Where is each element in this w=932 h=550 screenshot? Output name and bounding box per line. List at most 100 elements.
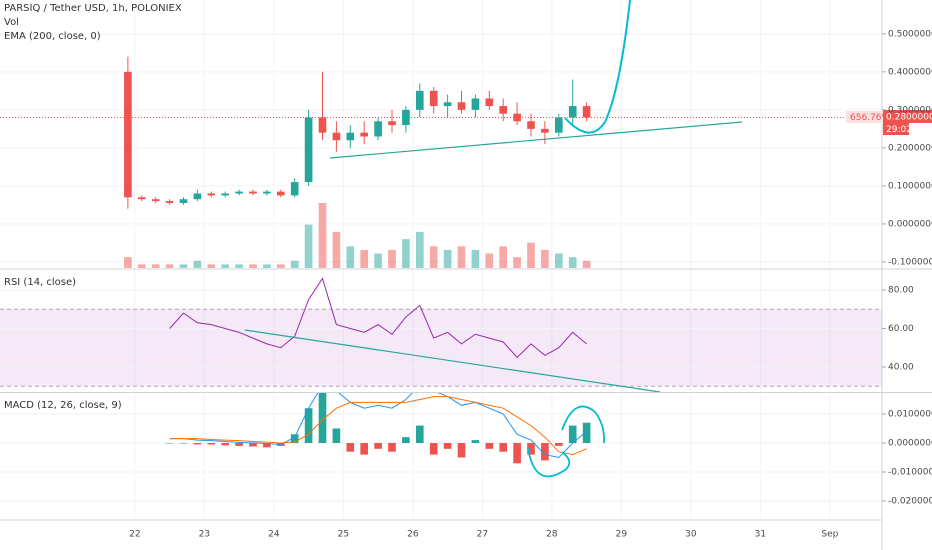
candle-body: [554, 117, 563, 133]
macd-histogram-bar: [513, 442, 521, 464]
macd-histogram-bar: [402, 437, 410, 443]
macd-histogram-bar: [263, 442, 271, 448]
x-tick-label: 25: [338, 530, 349, 540]
volume-bar: [179, 264, 188, 268]
candle-body: [443, 102, 452, 107]
candle-body: [541, 128, 549, 133]
volume-label: Vol: [4, 17, 19, 28]
drawings: [244, 0, 743, 478]
volume-bar: [568, 257, 577, 268]
macd-histogram-bar: [346, 442, 355, 452]
macd-histogram-bar: [235, 442, 243, 446]
y-tick-label: 60.00: [888, 324, 914, 334]
candle-body: [207, 193, 216, 196]
volume-bar: [415, 231, 424, 268]
candle-body: [485, 98, 494, 107]
candle-body: [249, 191, 257, 194]
candle-body: [151, 199, 160, 202]
volume-bar: [374, 253, 382, 268]
macd-histogram-bar: [304, 408, 313, 443]
macd-histogram-bar: [249, 442, 257, 447]
y-tick-label: 0.00000000: [888, 219, 932, 229]
candle-body: [235, 191, 243, 194]
candle-body: [582, 106, 591, 118]
volume-bar: [429, 246, 438, 268]
volume-bar: [318, 203, 327, 268]
macd-histogram-bar: [179, 442, 188, 444]
volume-bar: [346, 246, 355, 268]
rsi-label: RSI (14, close): [4, 277, 76, 288]
candle-body: [137, 197, 146, 200]
x-tick-label: 24: [268, 530, 280, 540]
volume-bar: [499, 246, 508, 268]
x-tick-label: 31: [755, 530, 766, 540]
candle-body: [263, 191, 271, 194]
countdown-badge: [883, 123, 909, 135]
volume-bar: [554, 253, 563, 268]
volume-bar: [276, 264, 285, 268]
volume-bar: [304, 224, 313, 268]
y-tick-label: 40.00: [888, 362, 914, 372]
volume-bar: [151, 264, 160, 268]
volume-bar: [402, 239, 410, 268]
y-tick-label: 0.30000000: [888, 105, 932, 115]
macd-histogram-bar: [541, 442, 549, 461]
candle-body: [304, 117, 313, 183]
x-tick-label: 28: [546, 530, 558, 540]
macd-histogram-bar: [457, 442, 466, 458]
macd-histogram-bar: [193, 442, 202, 445]
volume-bar: [263, 264, 271, 268]
macd-histogram-bar: [471, 440, 480, 443]
rsi-trendline: [244, 329, 661, 393]
candle-body: [471, 98, 480, 110]
candle-body: [429, 90, 438, 107]
macd-histogram-bar: [415, 425, 424, 443]
macd-histogram-bar: [165, 442, 174, 444]
volume-bar: [443, 249, 452, 268]
macd-histogram-bar: [221, 442, 230, 446]
y-tick-label: 0.50000000: [888, 29, 932, 39]
x-tick-label: Sep: [821, 530, 838, 540]
y-tick-label: -0.10000000: [888, 257, 932, 267]
y-tick-label: -0.01000000: [888, 468, 932, 478]
macd-histogram-bar: [290, 434, 299, 443]
macd-line: [169, 393, 587, 459]
x-tick-label: 29: [616, 530, 628, 540]
volume-bar: [137, 264, 146, 268]
candle-body: [290, 182, 299, 196]
trendline: [329, 121, 743, 159]
y-tick-label: 0.20000000: [888, 143, 932, 153]
volume-bar: [207, 264, 216, 268]
candle-body: [179, 199, 188, 203]
volume-bar: [388, 249, 396, 268]
volume-bar: [513, 257, 521, 268]
volume-bar: [193, 260, 202, 268]
candle-body: [193, 193, 202, 200]
y-tick-label: -0.02000000: [888, 497, 932, 507]
candle-body: [318, 117, 327, 133]
volume-bar: [527, 242, 535, 268]
projection-curve: [564, 0, 631, 134]
candle-body: [527, 121, 535, 129]
candle-body: [124, 71, 132, 198]
ema-label: EMA (200, close, 0): [4, 31, 101, 42]
y-tick-label: 0.00000000: [888, 438, 932, 448]
volume-bar: [124, 257, 132, 268]
volume-bar: [582, 260, 591, 268]
macd-histogram-bar: [374, 442, 382, 449]
volume-bar: [290, 260, 299, 268]
macd-histogram-bar: [388, 442, 396, 452]
y-tick-label: 0.10000000: [888, 181, 932, 191]
macd-histogram-bar: [332, 428, 341, 443]
candle-body: [221, 193, 230, 196]
macd-histogram-bar: [443, 442, 452, 449]
volume-bar: [485, 253, 494, 268]
candle-body: [568, 106, 577, 118]
macd-histogram-bar: [582, 422, 591, 443]
rsi-band: [0, 309, 882, 387]
candle-body: [415, 90, 424, 110]
macd-histogram-bar: [207, 442, 216, 445]
macd-curve: [561, 405, 605, 444]
candle-body: [276, 191, 285, 196]
